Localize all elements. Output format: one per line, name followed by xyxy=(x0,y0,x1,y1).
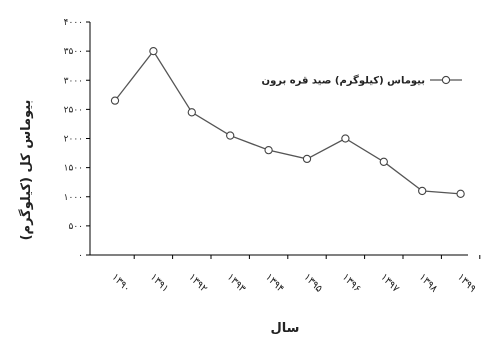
y-tick-label: ۵۰۰ xyxy=(68,222,83,232)
x-tick-label: ۱۳۹۹ xyxy=(455,272,478,295)
data-point xyxy=(226,131,235,140)
data-point xyxy=(379,157,388,166)
data-point xyxy=(187,108,196,117)
x-tick-label: ۱۳۹۷ xyxy=(378,272,401,295)
y-tick-label: ۰ xyxy=(78,251,83,261)
x-tick-label: ۱۳۹۵ xyxy=(301,272,324,295)
data-point xyxy=(341,134,350,143)
data-point xyxy=(418,186,427,196)
x-tick-label: ۱۳۹۸ xyxy=(416,272,439,295)
legend-label: بیوماس (کیلوگرم) صید قره برون xyxy=(262,74,425,87)
legend-marker xyxy=(441,75,451,85)
x-tick-label: ۱۳۹۰ xyxy=(109,272,132,295)
series-line xyxy=(114,49,461,195)
data-point xyxy=(302,154,312,164)
y-tick-label: ۴۰۰۰ xyxy=(64,18,83,28)
x-axis-title: سال xyxy=(271,321,300,336)
y-tick-label: ۲۵۰۰ xyxy=(64,105,83,115)
x-axis: ۱۳۹۰ ۱۳۹۱ ۱۳۹۲ ۱۳۹۳ ۱۳۹۴ ۱۳۹۵ ۱۳۹۶ ۱۳۹۷ ۱۳۹۸ ۱۳۹۹ xyxy=(90,254,481,295)
y-axis: ۰ ۵۰۰ ۱۰۰۰ ۱۵۰۰ ۲۰۰۰ ۲۵۰۰ ۳۰۰۰ ۳۵۰۰ ۴۰۰۰ xyxy=(64,18,91,261)
y-tick-label: ۲۰۰۰ xyxy=(64,135,83,145)
y-tick-label: ۱۰۰۰ xyxy=(64,193,83,203)
data-point xyxy=(456,189,465,198)
y-tick-label: ۱۵۰۰ xyxy=(64,164,83,174)
x-tick-label: ۱۳۹۳ xyxy=(224,272,247,295)
data-point xyxy=(264,145,273,155)
x-tick-label: ۱۳۹۱ xyxy=(148,272,171,295)
series xyxy=(110,46,465,198)
y-tick-label: ۳۵۰۰ xyxy=(64,47,83,57)
x-tick-label: ۱۳۹۴ xyxy=(263,272,286,295)
x-tick-label: ۱۳۹۲ xyxy=(186,272,209,295)
x-tick-label: ۱۳۹۶ xyxy=(340,272,363,295)
legend: بیوماس (کیلوگرم) صید قره برون xyxy=(262,74,462,87)
data-point xyxy=(110,96,120,105)
y-tick-label: ۳۰۰۰ xyxy=(64,76,83,86)
data-point xyxy=(149,46,158,56)
y-axis-title: بیوماس کل (کیلوگرم) xyxy=(18,100,34,241)
